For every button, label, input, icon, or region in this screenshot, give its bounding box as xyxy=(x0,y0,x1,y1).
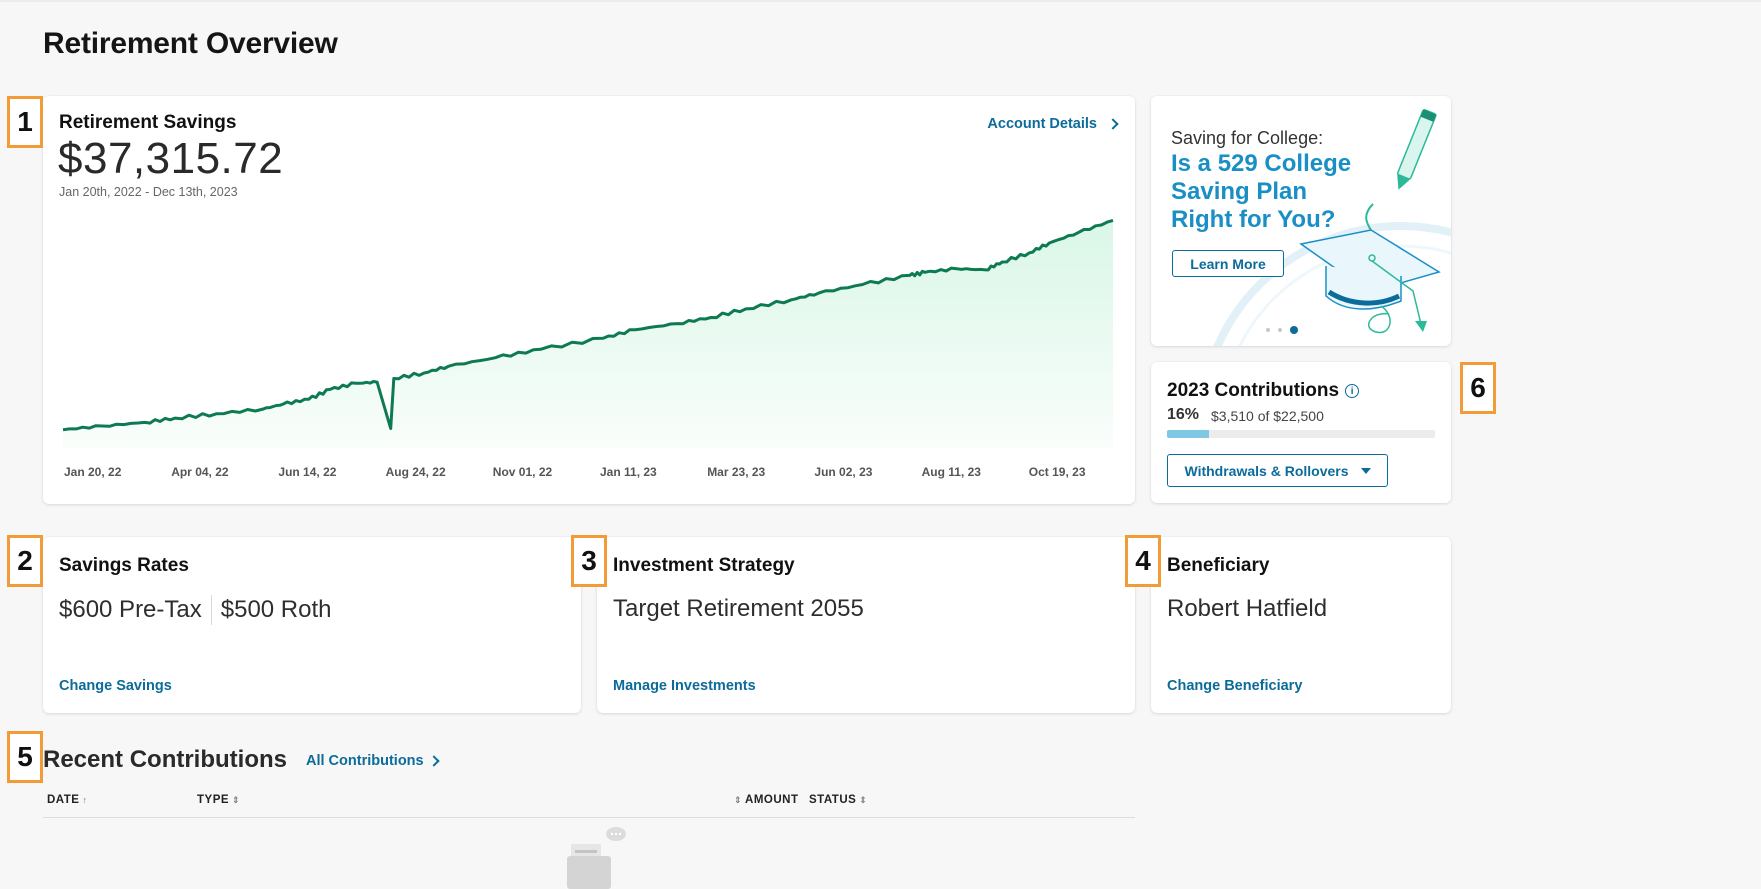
date-range: Jan 20th, 2022 - Dec 13th, 2023 xyxy=(59,185,238,199)
contributions-title-row: 2023 Contributions i xyxy=(1167,380,1360,402)
badge-1: 1 xyxy=(7,96,43,148)
x-tick-label: Jan 20, 22 xyxy=(64,465,122,479)
investment-strategy-card: Investment Strategy Target Retirement 20… xyxy=(597,537,1135,713)
info-icon[interactable]: i xyxy=(1345,384,1360,398)
chevron-right-icon xyxy=(1107,118,1119,130)
badge-5: 5 xyxy=(7,731,43,783)
x-tick-label: Aug 11, 23 xyxy=(922,465,982,479)
withdrawals-rollovers-label: Withdrawals & Rollovers xyxy=(1184,462,1349,479)
savings-rates-card: Savings Rates $600 Pre-Tax $500 Roth Cha… xyxy=(43,537,581,713)
x-tick-label: Aug 24, 22 xyxy=(386,465,446,479)
column-header-status[interactable]: STATUS ⇕ xyxy=(809,794,867,806)
column-header-type[interactable]: TYPE ⇕ xyxy=(197,794,240,806)
promo-card: Saving for College: Is a 529 College Sav… xyxy=(1151,96,1451,346)
savings-rates-title: Savings Rates xyxy=(59,555,189,576)
sort-icon: ⇕ xyxy=(859,794,868,805)
carousel-dot-active[interactable] xyxy=(1290,326,1298,334)
contributions-title: 2023 Contributions xyxy=(1167,380,1340,401)
beneficiary-name: Robert Hatfield xyxy=(1167,595,1328,622)
empty-inbox-icon xyxy=(567,827,626,889)
type-header-label: TYPE xyxy=(197,794,230,806)
contributions-progress-fill xyxy=(1167,430,1209,438)
x-tick-label: Jan 11, 23 xyxy=(600,465,657,479)
carousel-dot[interactable] xyxy=(1266,328,1270,332)
savings-chart: Jan 20, 22 Apr 04, 22 Jun 14, 22 Aug 24, 22… xyxy=(62,218,1114,479)
column-header-amount[interactable]: ⇕ AMOUNT xyxy=(734,794,799,806)
change-beneficiary-link[interactable]: Change Beneficiary xyxy=(1167,678,1303,694)
promo-kicker: Saving for College: xyxy=(1171,128,1324,148)
carousel-dots xyxy=(1266,326,1298,334)
amount-header-label: AMOUNT xyxy=(745,794,799,806)
sort-icon: ⇕ xyxy=(232,794,241,805)
date-header-label: DATE xyxy=(47,794,80,806)
graduation-cap-illustration xyxy=(1213,109,1451,346)
contributions-card: 2023 Contributions i 16% $3,510 of $22,5… xyxy=(1151,362,1451,503)
retirement-savings-card: Jan 20, 22 Apr 04, 22 Jun 14, 22 Aug 24, 22… xyxy=(43,96,1135,504)
divider xyxy=(210,595,212,625)
column-header-date[interactable]: DATE ↑ xyxy=(47,794,87,806)
badge-4: 4 xyxy=(1125,535,1161,587)
page-title: Retirement Overview xyxy=(43,27,338,60)
chevron-right-icon xyxy=(427,755,440,767)
beneficiary-card: Beneficiary Robert Hatfield Change Benef… xyxy=(1151,537,1451,713)
account-details-link[interactable]: Account Details xyxy=(987,116,1119,132)
beneficiary-title: Beneficiary xyxy=(1167,555,1270,576)
x-tick-label: Jun 02, 23 xyxy=(814,465,872,479)
roth-rate: $500 Roth xyxy=(220,596,332,623)
table-header-divider xyxy=(43,817,1135,818)
investment-strategy-value: Target Retirement 2055 xyxy=(613,595,864,622)
x-tick-label: Apr 04, 22 xyxy=(171,465,229,479)
learn-more-button[interactable]: Learn More xyxy=(1172,250,1284,277)
badge-2: 2 xyxy=(7,535,43,587)
withdrawals-rollovers-dropdown[interactable]: Withdrawals & Rollovers xyxy=(1167,454,1388,487)
badge-6: 6 xyxy=(1460,362,1496,414)
contributions-percent: 16% xyxy=(1167,406,1200,423)
sort-icon: ⇕ xyxy=(734,794,743,805)
pre-tax-rate: $600 Pre-Tax xyxy=(59,596,202,623)
x-tick-label: Nov 01, 22 xyxy=(493,465,553,479)
sort-asc-icon: ↑ xyxy=(82,795,88,805)
top-divider xyxy=(0,0,1761,2)
retirement-balance: $37,315.72 xyxy=(58,134,284,183)
manage-investments-link[interactable]: Manage Investments xyxy=(613,678,756,694)
x-tick-label: Oct 19, 23 xyxy=(1029,465,1086,479)
contributions-amount: $3,510 of $22,500 xyxy=(1211,408,1324,424)
change-savings-link[interactable]: Change Savings xyxy=(59,678,172,694)
badge-3: 3 xyxy=(571,535,607,587)
retirement-savings-title: Retirement Savings xyxy=(59,112,237,133)
investment-strategy-title: Investment Strategy xyxy=(613,555,795,576)
carousel-dot[interactable] xyxy=(1278,328,1282,332)
all-contributions-link[interactable]: All Contributions xyxy=(306,753,440,769)
promo-headline: Is a 529 College Saving Plan Right for Y… xyxy=(1171,150,1352,233)
status-header-label: STATUS xyxy=(809,794,857,806)
chart-series-line xyxy=(62,218,1114,432)
all-contributions-label: All Contributions xyxy=(306,753,424,769)
caret-down-icon xyxy=(1360,467,1371,474)
x-tick-label: Jun 14, 22 xyxy=(278,465,336,479)
x-tick-label: Mar 23, 23 xyxy=(707,465,765,479)
account-details-label: Account Details xyxy=(987,116,1097,132)
savings-rates-values: $600 Pre-Tax $500 Roth xyxy=(59,595,332,625)
recent-contributions-title: Recent Contributions xyxy=(43,746,287,773)
contributions-progress-bar xyxy=(1167,430,1435,438)
